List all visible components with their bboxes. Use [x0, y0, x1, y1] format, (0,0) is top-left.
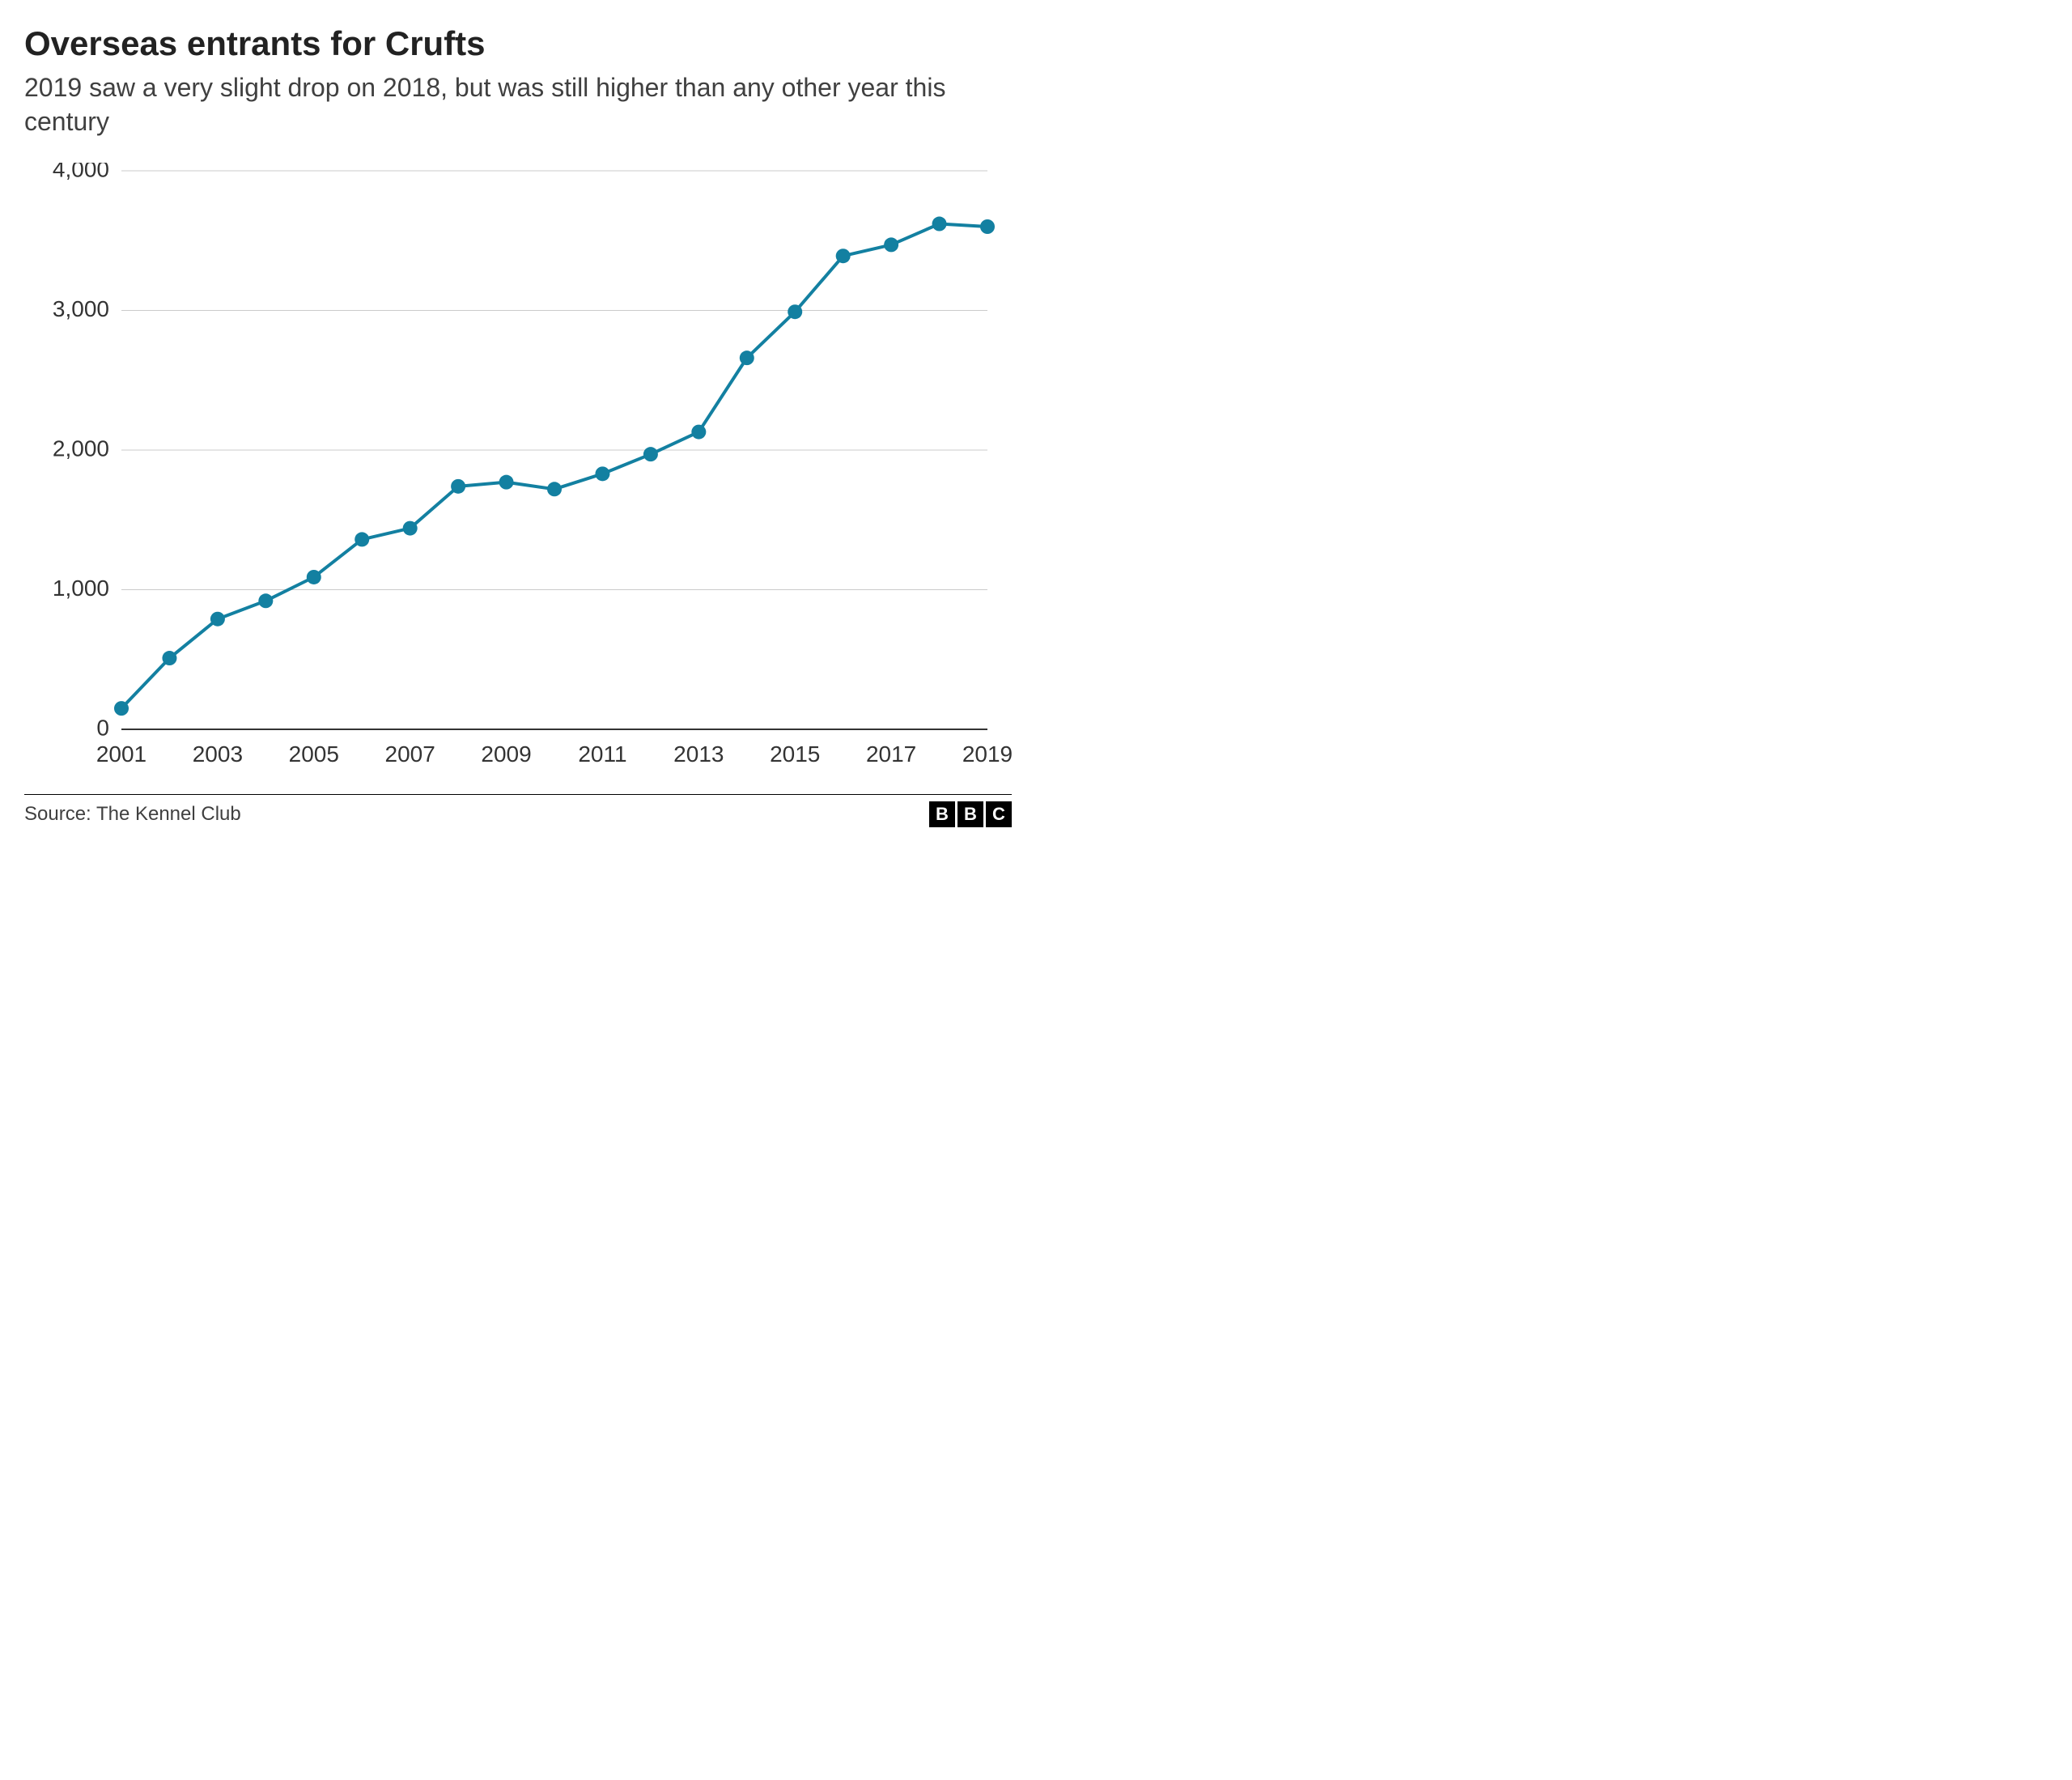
svg-text:4,000: 4,000 — [53, 163, 109, 181]
svg-text:2005: 2005 — [289, 741, 339, 767]
svg-text:2001: 2001 — [96, 741, 146, 767]
svg-text:2013: 2013 — [673, 741, 724, 767]
svg-text:3,000: 3,000 — [53, 296, 109, 321]
svg-text:2019: 2019 — [962, 741, 1012, 767]
bbc-logo-letter: C — [986, 801, 1012, 827]
svg-text:2007: 2007 — [385, 741, 435, 767]
svg-text:2011: 2011 — [578, 741, 626, 767]
bbc-logo-letter: B — [957, 801, 983, 827]
chart-footer: Source: The Kennel Club B B C — [24, 794, 1012, 827]
bbc-logo-letter: B — [929, 801, 955, 827]
chart-container: Overseas entrants for Crufts 2019 saw a … — [0, 0, 1036, 843]
line-chart-svg: 0 1,000 2,000 3,000 4,000 2001 2003 2005 2007 200… — [24, 163, 1012, 786]
source-label: Source: The Kennel Club — [24, 803, 241, 826]
svg-text:2017: 2017 — [866, 741, 916, 767]
bbc-logo: B B C — [929, 801, 1012, 827]
svg-text:1,000: 1,000 — [53, 576, 109, 601]
svg-text:0: 0 — [96, 716, 109, 741]
svg-text:2015: 2015 — [770, 741, 820, 767]
svg-text:2003: 2003 — [193, 741, 243, 767]
chart-title: Overseas entrants for Crufts — [24, 24, 1012, 63]
plot-area: 0 1,000 2,000 3,000 4,000 2001 2003 2005 2007 200… — [24, 163, 1012, 786]
chart-subtitle: 2019 saw a very slight drop on 2018, but… — [24, 71, 1012, 138]
svg-text:2,000: 2,000 — [53, 436, 109, 461]
svg-text:2009: 2009 — [481, 741, 531, 767]
